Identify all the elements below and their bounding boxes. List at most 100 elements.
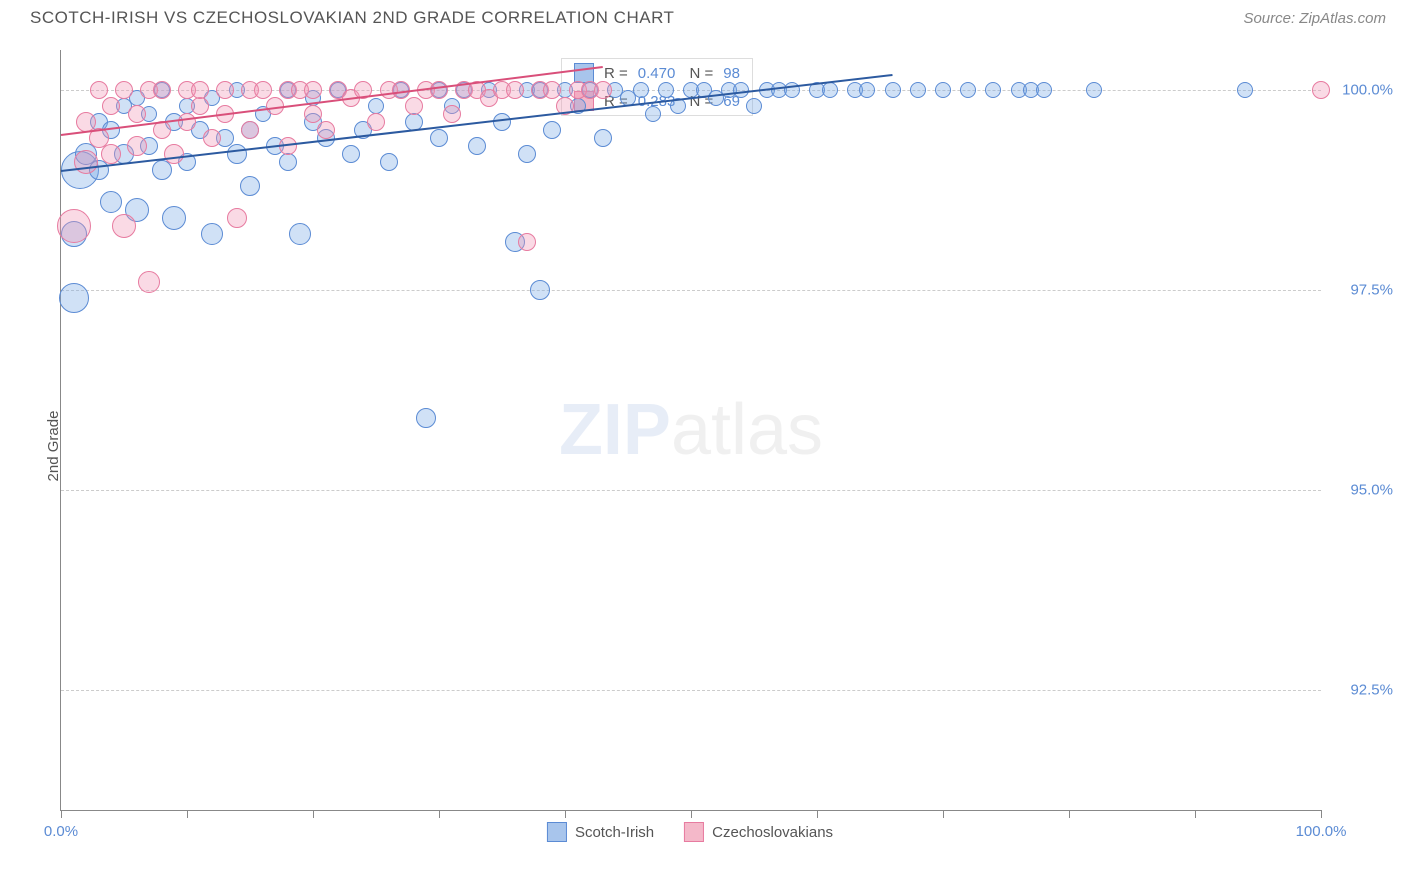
data-point-czechoslovakians <box>57 209 91 243</box>
chart-title: SCOTCH-IRISH VS CZECHOSLOVAKIAN 2ND GRAD… <box>30 8 674 28</box>
legend-item-1: Scotch-Irish <box>547 822 654 842</box>
data-point-scotch-irish <box>368 98 384 114</box>
data-point-scotch-irish <box>910 82 926 98</box>
data-point-czechoslovakians <box>102 97 120 115</box>
data-point-czechoslovakians <box>254 81 272 99</box>
data-point-scotch-irish <box>59 283 89 313</box>
gridline <box>61 490 1321 491</box>
data-point-czechoslovakians <box>127 136 147 156</box>
data-point-scotch-irish <box>658 82 674 98</box>
data-point-scotch-irish <box>594 129 612 147</box>
data-point-scotch-irish <box>289 223 311 245</box>
chart-container: ZIPatlas R = 0.470 N = 98 R = 0.283 N = … <box>60 50 1320 810</box>
data-point-scotch-irish <box>885 82 901 98</box>
data-point-czechoslovakians <box>74 150 98 174</box>
x-tick <box>439 810 440 818</box>
data-point-scotch-irish <box>935 82 951 98</box>
data-point-scotch-irish <box>1036 82 1052 98</box>
stats-n-label: N = <box>685 65 713 82</box>
x-tick <box>313 810 314 818</box>
legend-swatch-2 <box>684 822 704 842</box>
data-point-scotch-irish <box>493 113 511 131</box>
data-point-czechoslovakians <box>128 105 146 123</box>
x-tick <box>943 810 944 818</box>
plot-area: ZIPatlas R = 0.470 N = 98 R = 0.283 N = … <box>60 50 1321 811</box>
data-point-scotch-irish <box>152 160 172 180</box>
data-point-scotch-irish <box>342 145 360 163</box>
stats-r-value-1: 0.470 <box>638 65 676 82</box>
legend-label-1: Scotch-Irish <box>575 824 654 841</box>
data-point-scotch-irish <box>859 82 875 98</box>
x-tick <box>565 810 566 818</box>
data-point-czechoslovakians <box>543 81 561 99</box>
x-tick <box>817 810 818 818</box>
data-point-czechoslovakians <box>153 81 171 99</box>
data-point-scotch-irish <box>1237 82 1253 98</box>
data-point-czechoslovakians <box>216 81 234 99</box>
x-tick <box>187 810 188 818</box>
x-tick <box>691 810 692 818</box>
data-point-czechoslovakians <box>115 81 133 99</box>
data-point-czechoslovakians <box>405 97 423 115</box>
data-point-czechoslovakians <box>430 81 448 99</box>
data-point-scotch-irish <box>201 223 223 245</box>
watermark: ZIPatlas <box>559 389 823 471</box>
data-point-scotch-irish <box>960 82 976 98</box>
x-tick <box>61 810 62 818</box>
data-point-scotch-irish <box>468 137 486 155</box>
stats-r-label: R = <box>604 65 628 82</box>
data-point-scotch-irish <box>530 280 550 300</box>
data-point-czechoslovakians <box>112 214 136 238</box>
data-point-scotch-irish <box>633 82 649 98</box>
data-point-czechoslovakians <box>101 144 121 164</box>
y-tick-label: 92.5% <box>1350 682 1393 699</box>
data-point-czechoslovakians <box>367 113 385 131</box>
data-point-czechoslovakians <box>138 271 160 293</box>
y-tick-label: 97.5% <box>1350 282 1393 299</box>
source-attribution: Source: ZipAtlas.com <box>1243 10 1386 27</box>
data-point-scotch-irish <box>543 121 561 139</box>
data-point-czechoslovakians <box>241 121 259 139</box>
data-point-scotch-irish <box>518 145 536 163</box>
x-tick-label: 100.0% <box>1296 823 1347 840</box>
data-point-czechoslovakians <box>317 121 335 139</box>
data-point-czechoslovakians <box>90 81 108 99</box>
data-point-scotch-irish <box>746 98 762 114</box>
data-point-czechoslovakians <box>191 81 209 99</box>
data-point-scotch-irish <box>645 106 661 122</box>
data-point-czechoslovakians <box>443 105 461 123</box>
data-point-czechoslovakians <box>518 233 536 251</box>
data-point-czechoslovakians <box>227 208 247 228</box>
x-tick <box>1069 810 1070 818</box>
data-point-czechoslovakians <box>1312 81 1330 99</box>
y-tick-label: 95.0% <box>1350 482 1393 499</box>
watermark-prefix: ZIP <box>559 390 671 470</box>
stats-n-value-1: 98 <box>723 65 740 82</box>
data-point-czechoslovakians <box>164 144 184 164</box>
data-point-czechoslovakians <box>203 129 221 147</box>
data-point-scotch-irish <box>985 82 1001 98</box>
data-point-scotch-irish <box>100 191 122 213</box>
data-point-scotch-irish <box>416 408 436 428</box>
legend-item-2: Czechoslovakians <box>684 822 833 842</box>
data-point-czechoslovakians <box>178 113 196 131</box>
legend-label-2: Czechoslovakians <box>712 824 833 841</box>
legend-swatch-1 <box>547 822 567 842</box>
data-point-czechoslovakians <box>594 81 612 99</box>
gridline <box>61 290 1321 291</box>
data-point-czechoslovakians <box>191 97 209 115</box>
data-point-scotch-irish <box>430 129 448 147</box>
data-point-czechoslovakians <box>304 81 322 99</box>
y-tick-label: 100.0% <box>1342 82 1393 99</box>
data-point-scotch-irish <box>1086 82 1102 98</box>
data-point-scotch-irish <box>240 176 260 196</box>
data-point-scotch-irish <box>380 153 398 171</box>
data-point-scotch-irish <box>227 144 247 164</box>
data-point-czechoslovakians <box>506 81 524 99</box>
gridline <box>61 690 1321 691</box>
stats-swatch-1 <box>574 63 594 83</box>
data-point-scotch-irish <box>279 153 297 171</box>
legend: Scotch-Irish Czechoslovakians <box>547 822 833 842</box>
data-point-czechoslovakians <box>304 105 322 123</box>
watermark-suffix: atlas <box>671 390 823 470</box>
